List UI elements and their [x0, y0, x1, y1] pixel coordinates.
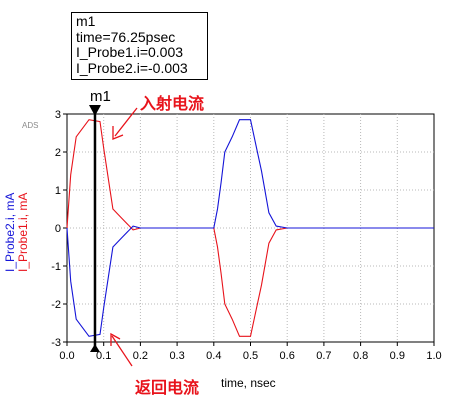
x-tick-label: 0.9 — [390, 350, 405, 362]
marker-readout-time: time=76.25psec — [76, 28, 176, 45]
x-tick-label: 0.3 — [169, 350, 184, 362]
x-tick-label: 0.8 — [353, 350, 368, 362]
y-tick-label: -3 — [51, 337, 61, 349]
y-tick-label: 1 — [55, 185, 61, 197]
annotation-arrow-return — [111, 335, 133, 367]
x-tick-label: 0.5 — [243, 350, 258, 362]
y-axis-label-probe1: I_Probe1.i, mA — [16, 192, 30, 272]
y-axis-label-probe2: I_Probe2.i, mA — [3, 192, 17, 272]
x-tick-label: 0.1 — [96, 350, 111, 362]
y-tick-label: -1 — [51, 261, 61, 273]
x-tick-label: 0.0 — [59, 350, 74, 362]
x-tick-label: 0.6 — [280, 350, 295, 362]
marker-readout-box[interactable]: m1 time=76.25psec I_Probe1.i=0.003 I_Pro… — [71, 12, 208, 80]
x-tick-label: 1.0 — [426, 350, 441, 362]
marker-head-triangle — [88, 105, 101, 116]
annotation-arrow-incident — [114, 107, 138, 137]
annotation-incident-current: 入射电流 — [140, 94, 205, 113]
x-tick-label: 0.2 — [133, 350, 148, 362]
marker-readout-name: m1 — [76, 13, 96, 29]
series-line-i-probe2-i — [66, 119, 434, 337]
x-axis-label: time, nsec — [221, 376, 276, 390]
marker-foot-triangle — [89, 344, 100, 352]
ads-watermark: ADS — [22, 121, 39, 130]
annotation-return-current: 返回电流 — [135, 378, 200, 397]
x-tick-label: 0.7 — [316, 350, 331, 362]
marker-readout-probe2: I_Probe2.i=-0.003 — [76, 59, 188, 76]
y-tick-label: 3 — [55, 109, 61, 121]
annotation-arrowhead-return — [110, 332, 121, 346]
annotation-arrowhead-incident — [112, 126, 124, 140]
y-axis-label: I_Probe2.i, mA I_Probe1.i, mA — [3, 192, 30, 272]
x-tick-label: 0.4 — [206, 350, 221, 362]
y-tick-label: -2 — [51, 299, 61, 311]
marker-label: m1 — [90, 88, 111, 105]
y-tick-label: 2 — [55, 147, 61, 159]
y-tick-label: 0 — [55, 223, 61, 235]
marker-readout-probe1: I_Probe1.i=0.003 — [76, 44, 184, 60]
